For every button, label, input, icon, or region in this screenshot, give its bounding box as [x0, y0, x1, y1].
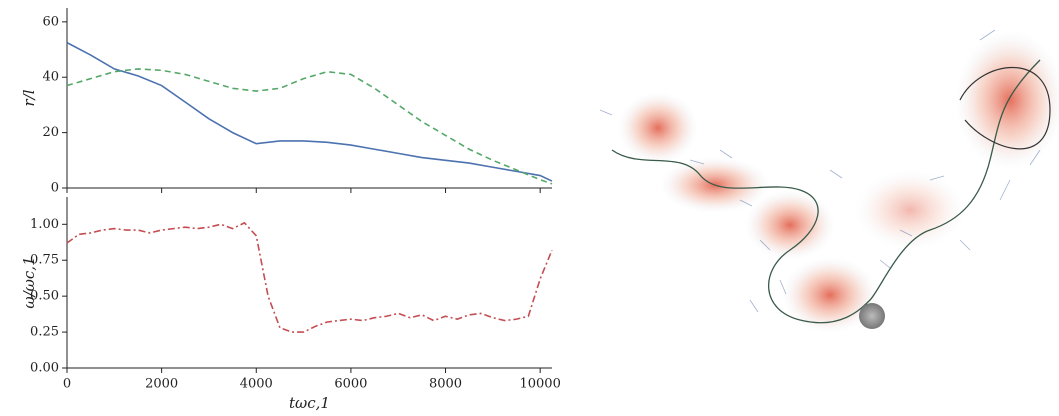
density-blob	[955, 30, 1059, 170]
y-tick-label: 0.75	[30, 253, 59, 268]
x-tick-label: 4000	[240, 377, 273, 392]
y-axis-label: ω/ωc,1	[20, 256, 38, 308]
x-tick-label: 2000	[145, 377, 178, 392]
density-blob	[745, 190, 835, 260]
y-tick-label: 0.50	[30, 289, 59, 304]
y-tick-label: 60	[42, 14, 59, 29]
x-tick-label: 8000	[429, 377, 462, 392]
trajectory-loop	[959, 66, 1051, 150]
y-tick-label: 20	[42, 125, 59, 140]
series-line	[66, 68, 553, 185]
particle	[859, 303, 885, 329]
x-tick-label: 10000	[519, 377, 560, 392]
y-tick-label: 0.00	[30, 361, 59, 376]
series-line	[66, 221, 553, 333]
y-tick-label: 40	[42, 70, 59, 85]
x-tick-label: 6000	[334, 377, 367, 392]
series-line	[66, 41, 553, 182]
y-tick-label: 0.25	[30, 325, 59, 340]
y-tick-label: 0	[51, 181, 59, 196]
y-axis-label: r/l	[20, 89, 38, 106]
y-tick-label: 1.00	[30, 217, 59, 232]
density-blob	[618, 92, 698, 164]
velocity-field	[599, 29, 1041, 313]
x-axis-label: tωc,1	[289, 394, 330, 412]
x-tick-label: 0	[63, 377, 71, 392]
trajectory	[611, 59, 1041, 324]
density-blob	[855, 170, 965, 250]
simulation-illustration	[599, 29, 1059, 333]
